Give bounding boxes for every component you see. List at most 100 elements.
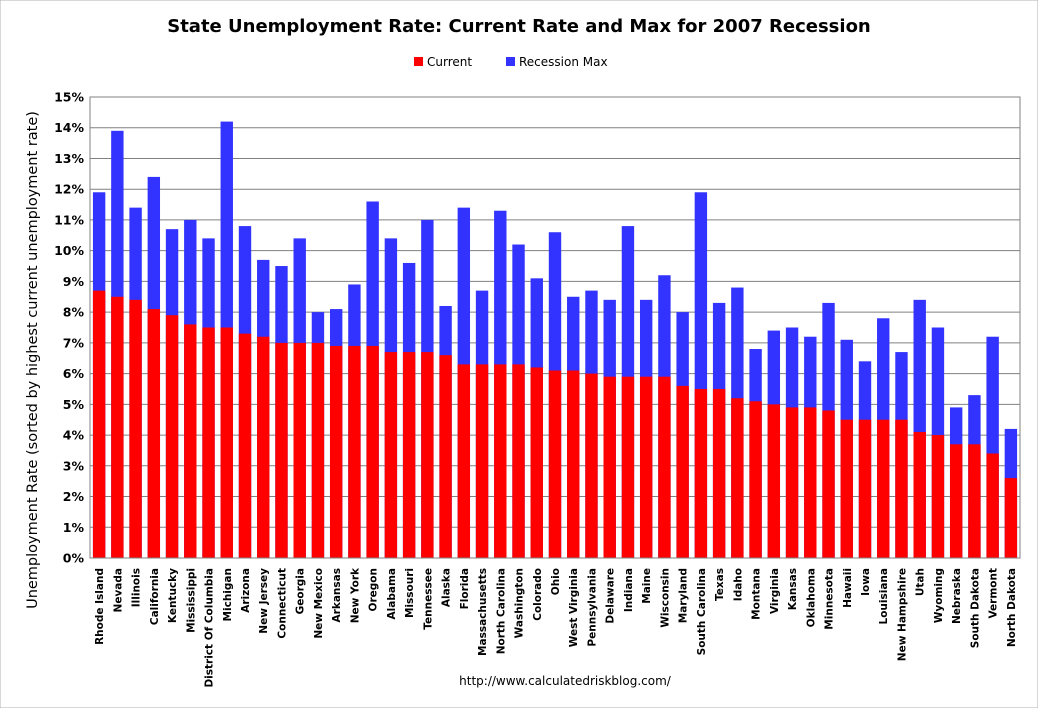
bar-current-tennessee (421, 352, 434, 558)
bar-current-new-jersey (257, 336, 270, 558)
x-category-label-georgia: Georgia (295, 568, 307, 614)
x-category-label-kansas: Kansas (787, 568, 799, 610)
bar-current-wisconsin (658, 376, 671, 558)
bar-current-montana (749, 401, 762, 558)
plot-area-border (89, 96, 1021, 559)
x-category-label-west-virginia: West Virginia (568, 568, 580, 647)
bar-current-ohio (548, 370, 562, 558)
x-category-label-new-jersey: New Jersey (258, 568, 270, 634)
y-tick-labels: 0% 1% 2% 3% 4% 5% 6% 7% 8% 9% 10% 11% 12% 13% 14% 15% (54, 90, 84, 566)
bar-current-missouri (402, 352, 416, 558)
bar-current-oregon (366, 345, 379, 558)
x-category-label-district-of-columbia: District Of Columbia (204, 568, 216, 688)
bar-current-connecticut (275, 342, 288, 558)
bar-current-west-virginia (567, 370, 580, 558)
x-category-label-wyoming: Wyoming (933, 568, 945, 623)
x-category-label-connecticut: Connecticut (276, 568, 288, 639)
bar-current-alaska (439, 355, 452, 558)
x-category-label-nebraska: Nebraska (951, 568, 963, 624)
x-category-label-montana: Montana (751, 568, 763, 620)
bar-current-minnesota (822, 410, 835, 558)
bar-current-colorado (530, 367, 543, 558)
x-category-labels: Rhode Island Nevada Illinois California Kent… (94, 567, 1018, 688)
legend-label-recession-max: Recession Max (519, 55, 608, 69)
bar-current-nevada (111, 296, 124, 558)
y-tick-label: 3% (63, 458, 85, 473)
y-tick-label: 0% (63, 551, 85, 566)
x-category-label-new-hampshire: New Hampshire (896, 568, 908, 661)
bar-current-maryland (676, 385, 689, 558)
y-axis-label: Unemployment Rate (sorted by highest cur… (25, 111, 41, 609)
x-category-label-virginia: Virginia (769, 568, 781, 614)
bar-current-delaware (603, 376, 616, 558)
bar-current-kentucky (165, 315, 179, 558)
x-category-label-oklahoma: Oklahoma (805, 568, 817, 627)
x-category-label-vermont: Vermont (988, 568, 1000, 619)
bar-current-florida (457, 364, 471, 558)
x-category-label-missouri: Missouri (404, 568, 416, 618)
x-category-label-colorado: Colorado (532, 568, 544, 621)
bar-current-vermont (986, 453, 999, 558)
bar-current-idaho (731, 398, 744, 558)
x-category-label-arizona: Arizona (240, 568, 252, 613)
x-category-label-kentucky: Kentucky (167, 568, 179, 623)
x-category-label-new-mexico: New Mexico (313, 568, 325, 639)
legend-label-current: Current (427, 55, 472, 69)
bar-current-pennsylvania (585, 373, 598, 558)
legend-swatch-current (414, 57, 423, 66)
source-url: http://www.calculatedriskblog.com/ (459, 674, 672, 688)
bar-current-louisiana (877, 419, 890, 558)
x-category-label-new-york: New York (349, 567, 361, 623)
bar-current-oklahoma (804, 407, 817, 558)
bar-current-district-of-columbia (202, 327, 215, 558)
bar-current-indiana (621, 376, 635, 558)
y-tick-label: 15% (54, 90, 84, 105)
x-category-label-illinois: Illinois (131, 568, 143, 607)
x-category-label-florida: Florida (459, 568, 471, 609)
bar-current-utah (913, 431, 926, 558)
y-tick-label: 11% (54, 212, 84, 227)
bar-current-new-york (348, 345, 361, 558)
x-category-label-ohio: Ohio (550, 568, 562, 595)
y-tick-label: 9% (63, 274, 85, 289)
x-category-label-wisconsin: Wisconsin (659, 568, 671, 628)
y-tick-label: 2% (63, 489, 85, 504)
y-tick-label: 1% (63, 520, 85, 535)
x-category-label-delaware: Delaware (605, 568, 617, 624)
bar-current-arkansas (329, 345, 343, 558)
x-category-label-michigan: Michigan (222, 568, 234, 621)
bar-current-washington (512, 364, 525, 558)
x-category-label-maryland: Maryland (678, 568, 690, 623)
bar-current-wyoming (931, 435, 945, 558)
y-tick-label: 4% (63, 428, 85, 443)
x-category-label-alabama: Alabama (386, 568, 398, 619)
x-category-label-hawaii: Hawaii (842, 568, 854, 608)
x-category-label-south-dakota: South Dakota (969, 568, 981, 648)
y-tick-label: 6% (63, 366, 85, 381)
legend-swatch-recession-max (506, 57, 515, 66)
bar-current-rhode-island (92, 290, 106, 558)
x-category-label-texas: Texas (714, 568, 726, 601)
bar-current-new-hampshire (895, 419, 908, 558)
x-category-label-idaho: Idaho (732, 568, 744, 601)
x-category-label-california: California (149, 568, 161, 625)
bar-current-mississippi (184, 324, 197, 558)
x-category-label-mississippi: Mississippi (185, 568, 197, 633)
chart-title: State Unemployment Rate: Current Rate an… (167, 16, 871, 37)
x-category-label-minnesota: Minnesota (824, 568, 836, 630)
y-tick-label: 5% (63, 397, 85, 412)
bar-current-iowa (858, 419, 872, 558)
x-category-label-maine: Maine (641, 568, 653, 604)
bar-current-georgia (293, 342, 306, 558)
bar-current-texas (712, 388, 726, 558)
x-category-label-pennsylvania: Pennsylvania (586, 568, 598, 647)
bar-current-california (147, 309, 161, 558)
x-category-label-iowa: Iowa (860, 568, 872, 596)
bar-current-nebraska (949, 444, 963, 558)
x-category-label-arkansas: Arkansas (331, 568, 343, 622)
x-category-label-massachusetts: Massachusetts (477, 568, 489, 656)
y-tick-label: 14% (54, 120, 84, 135)
bar-current-north-dakota (1004, 478, 1018, 558)
x-category-label-oregon: Oregon (368, 568, 380, 611)
